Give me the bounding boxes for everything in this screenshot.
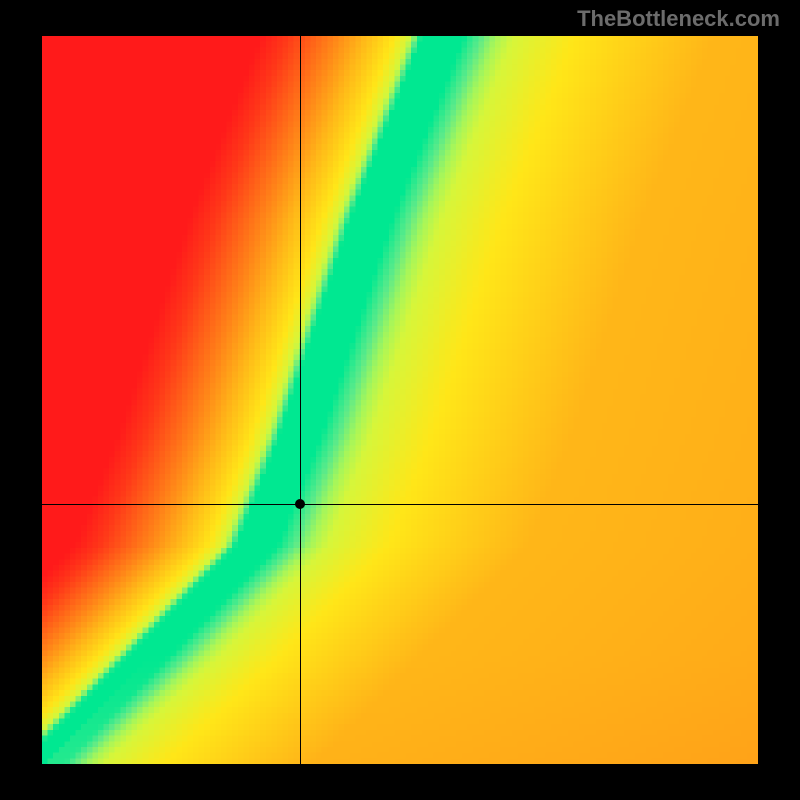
crosshair-horizontal bbox=[42, 504, 758, 505]
crosshair-vertical bbox=[300, 36, 301, 764]
watermark-text: TheBottleneck.com bbox=[577, 6, 780, 32]
bottleneck-heatmap bbox=[42, 36, 758, 764]
chart-container: TheBottleneck.com bbox=[0, 0, 800, 800]
